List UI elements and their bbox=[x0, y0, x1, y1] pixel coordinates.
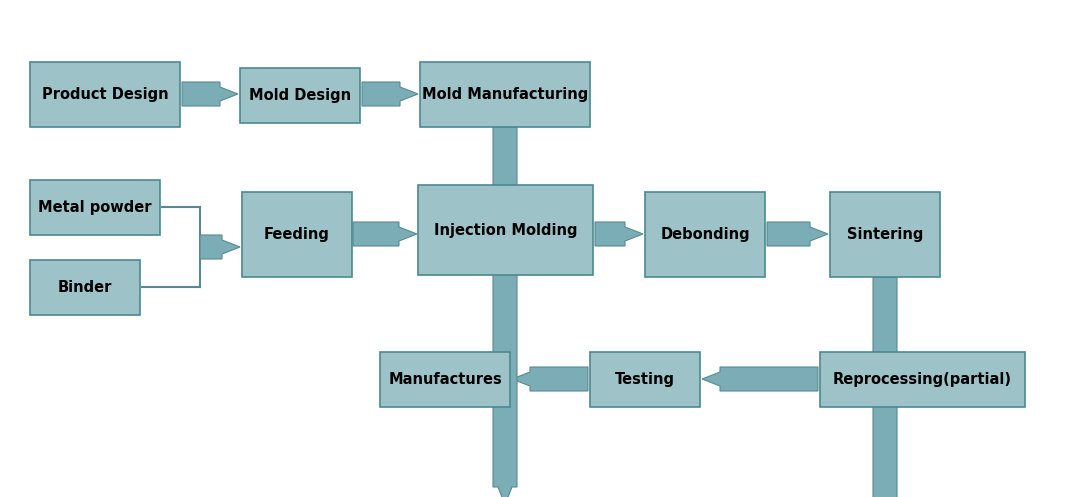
Text: Product Design: Product Design bbox=[42, 87, 168, 102]
Polygon shape bbox=[595, 222, 643, 246]
Text: Injection Molding: Injection Molding bbox=[434, 223, 577, 238]
FancyBboxPatch shape bbox=[645, 192, 765, 277]
Text: Reprocessing(partial): Reprocessing(partial) bbox=[833, 372, 1012, 387]
Text: Feeding: Feeding bbox=[264, 227, 330, 242]
FancyBboxPatch shape bbox=[820, 352, 1025, 407]
Text: Mold Manufacturing: Mold Manufacturing bbox=[422, 87, 589, 102]
FancyBboxPatch shape bbox=[379, 352, 510, 407]
Text: Binder: Binder bbox=[58, 280, 113, 295]
FancyBboxPatch shape bbox=[30, 180, 160, 235]
Text: Testing: Testing bbox=[615, 372, 675, 387]
Polygon shape bbox=[182, 82, 238, 106]
Text: Sintering: Sintering bbox=[847, 227, 923, 242]
Polygon shape bbox=[200, 235, 240, 259]
FancyBboxPatch shape bbox=[590, 352, 700, 407]
Text: Manufactures: Manufactures bbox=[388, 372, 502, 387]
Polygon shape bbox=[766, 222, 828, 246]
FancyBboxPatch shape bbox=[242, 192, 352, 277]
FancyBboxPatch shape bbox=[418, 185, 593, 275]
FancyBboxPatch shape bbox=[30, 62, 180, 127]
FancyBboxPatch shape bbox=[240, 68, 360, 123]
FancyBboxPatch shape bbox=[30, 260, 140, 315]
Polygon shape bbox=[702, 367, 818, 391]
Polygon shape bbox=[873, 277, 897, 497]
FancyBboxPatch shape bbox=[420, 62, 590, 127]
Text: Mold Design: Mold Design bbox=[249, 88, 351, 103]
Polygon shape bbox=[512, 367, 589, 391]
Text: Metal powder: Metal powder bbox=[39, 200, 152, 215]
FancyBboxPatch shape bbox=[830, 192, 940, 277]
Polygon shape bbox=[493, 127, 517, 497]
Text: Debonding: Debonding bbox=[660, 227, 749, 242]
Polygon shape bbox=[362, 82, 418, 106]
Polygon shape bbox=[353, 222, 417, 246]
